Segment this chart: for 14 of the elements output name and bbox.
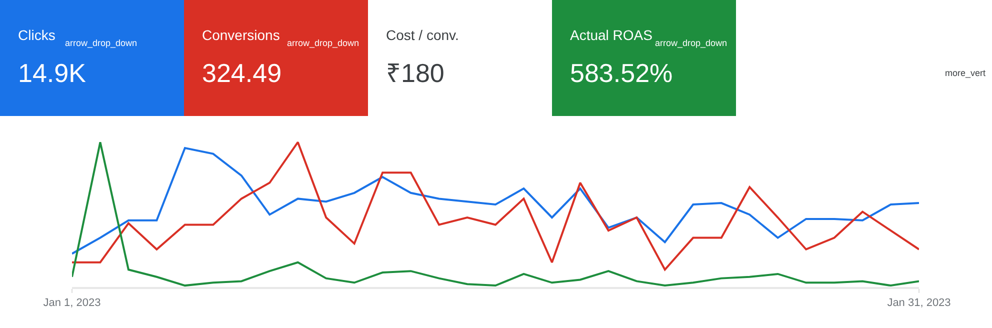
text: more_vert xyxy=(945,68,986,78)
text: arrow_drop_down xyxy=(65,38,138,48)
x-tick-label: Jan 31, 2023 xyxy=(887,297,951,310)
text: Cost / conv. xyxy=(386,27,459,43)
text: ₹180 xyxy=(386,58,444,88)
text: 583.52% xyxy=(570,58,673,88)
text: arrow_drop_down xyxy=(287,38,360,48)
text: 324.49 xyxy=(202,58,282,88)
text: Clicks xyxy=(18,27,56,43)
text: Conversions xyxy=(202,27,280,43)
x-tick-label: Jan 1, 2023 xyxy=(43,297,101,310)
text: Actual ROAS xyxy=(570,27,652,43)
text: 14.9K xyxy=(18,58,87,88)
text: arrow_drop_down xyxy=(655,38,728,48)
